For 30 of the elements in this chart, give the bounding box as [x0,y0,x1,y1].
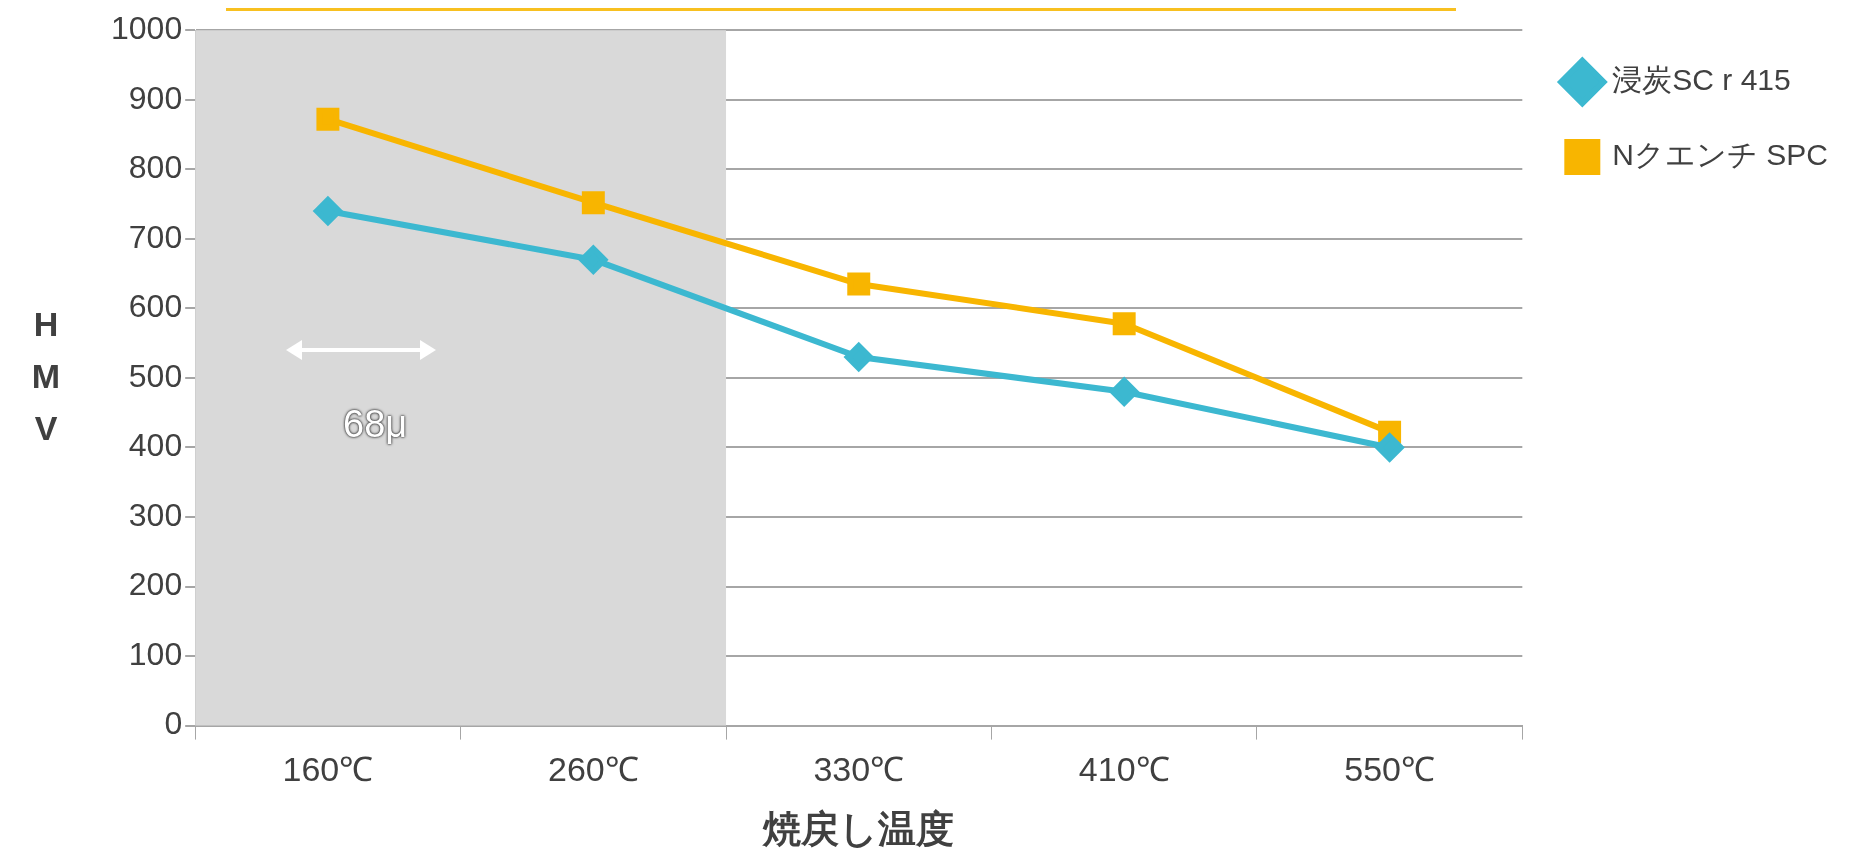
y-axis-title: HMV [30,304,62,449]
y-tick-label: 100 [128,635,183,672]
x-axis-title: 焼戻し温度 [762,807,955,850]
y-tick-label: 300 [128,496,183,533]
y-tick-label: 700 [128,218,183,255]
y-tick-label: 900 [128,79,183,116]
annotation: 68μ [343,403,408,446]
y-tick-label: 800 [128,149,183,186]
x-tick-label: 550℃ [1344,750,1435,789]
legend-label: 浸炭SC r 415 [1612,63,1791,97]
y-tick-label: 0 [164,705,183,742]
y-tick-label: 600 [128,288,183,325]
point [579,245,608,274]
point [1110,377,1139,406]
x-tick-label: 410℃ [1078,750,1170,789]
point [847,272,871,296]
y-tick-label: 200 [128,566,183,603]
y-tick-label: 1000 [111,10,183,47]
legend-label: Nクエンチ SPC [1612,138,1828,172]
x-tick-label: 160℃ [282,750,374,789]
point [313,197,342,225]
x-tick-label: 260℃ [547,750,639,789]
point [581,191,605,215]
x-tick-label: 330℃ [813,750,905,789]
y-tick-label: 500 [128,357,183,394]
point [1112,312,1136,336]
point [1375,433,1404,462]
point [316,107,340,131]
point [844,343,873,372]
y-tick-label: 400 [128,427,183,464]
